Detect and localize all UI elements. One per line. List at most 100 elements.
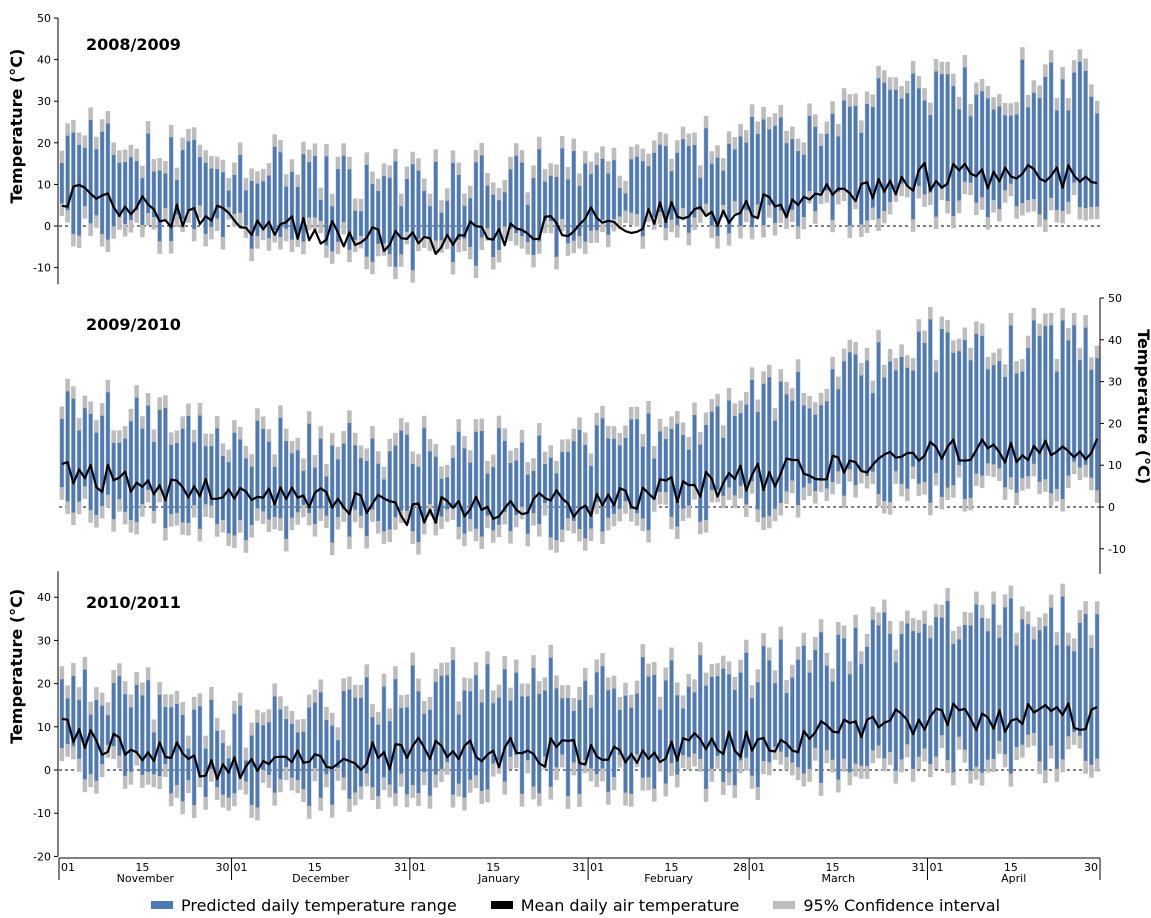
range-bar [974,94,979,203]
range-bar [462,205,467,239]
range-bar [813,126,818,212]
mean-temperature-line [61,702,1098,781]
range-bar [945,601,950,761]
y-tick-label: -10 [33,262,51,275]
range-bar [180,428,185,523]
range-bar [284,719,288,768]
range-bar [583,680,588,761]
range-bar [1083,70,1088,209]
range-bar [721,170,726,205]
range-bar [1043,626,1048,771]
range-bar [117,676,122,756]
range-bar [221,455,225,520]
range-bar [537,435,542,524]
range-bar [347,689,352,799]
range-bar [640,657,645,778]
range-bar [928,115,933,193]
range-bar [514,460,519,515]
range-bar [865,360,869,476]
range-bar [807,672,812,769]
range-bar [255,183,260,237]
range-bar [422,713,426,773]
range-bar [646,413,651,530]
range-bar [681,435,685,509]
range-bar [577,429,582,529]
range-bar [111,682,116,747]
range-bar [451,660,455,795]
range-bar [894,370,898,472]
range-bar [802,645,806,774]
range-bar [359,211,363,236]
range-bar [963,624,967,750]
range-bar [267,441,271,520]
range-bar [1003,376,1007,488]
range-bar [221,743,225,795]
range-bar [232,174,237,214]
range-bar [629,419,634,510]
range-bar [779,381,783,503]
range-bar [370,717,375,788]
range-bar [917,88,921,187]
range-bar [842,100,846,189]
range-bar [1043,325,1048,480]
range-bar [272,696,277,793]
range-bar [825,401,829,489]
range-bar [376,463,380,522]
range-bar [416,691,421,794]
range-bar [623,193,628,211]
range-bar [318,200,323,221]
range-bar [974,333,979,474]
range-bar [951,86,956,217]
range-bar [594,165,599,231]
y-tick-label: -10 [1108,543,1126,556]
range-bar [819,632,823,783]
range-bar [468,691,472,780]
range-bar [836,389,841,472]
range-bar [991,604,996,759]
range-bar [301,471,306,505]
range-bar [980,618,984,773]
range-bar [399,430,403,511]
range-bar [180,150,185,220]
range-bar [428,206,432,239]
x-tick-label: 15 [486,861,500,874]
range-bar [123,162,127,225]
range-bar [1095,113,1099,207]
range-bar [652,458,657,500]
range-bar [485,473,490,516]
range-bar [836,136,841,192]
range-bar [238,154,242,213]
range-bar [393,679,398,794]
range-bar [882,82,887,211]
range-bar [1009,115,1013,184]
panel-title: 2008/2009 [86,35,181,54]
range-bar [514,155,519,234]
range-bar [71,398,76,513]
range-bar [899,634,904,760]
range-bar [623,438,628,502]
range-bar [1083,614,1088,761]
range-bar [825,665,829,751]
range-bar [543,181,547,221]
range-bar [848,106,852,226]
panel-title: 2010/2011 [86,593,181,612]
range-bar [497,697,501,761]
range-bar [445,200,449,237]
range-bar [405,434,409,511]
range-bar [1066,110,1071,202]
y-tick-label: 0 [1108,501,1115,514]
range-bar [922,623,927,749]
range-bar [997,361,1002,469]
range-bar [779,639,783,752]
range-bar [1026,107,1030,200]
range-bar [261,181,265,228]
range-bar [520,162,524,237]
range-bar [405,178,409,232]
range-bar [663,146,668,228]
range-bar [842,638,846,759]
range-bar [1009,598,1013,774]
range-bar [802,405,806,488]
range-bar [698,655,703,759]
